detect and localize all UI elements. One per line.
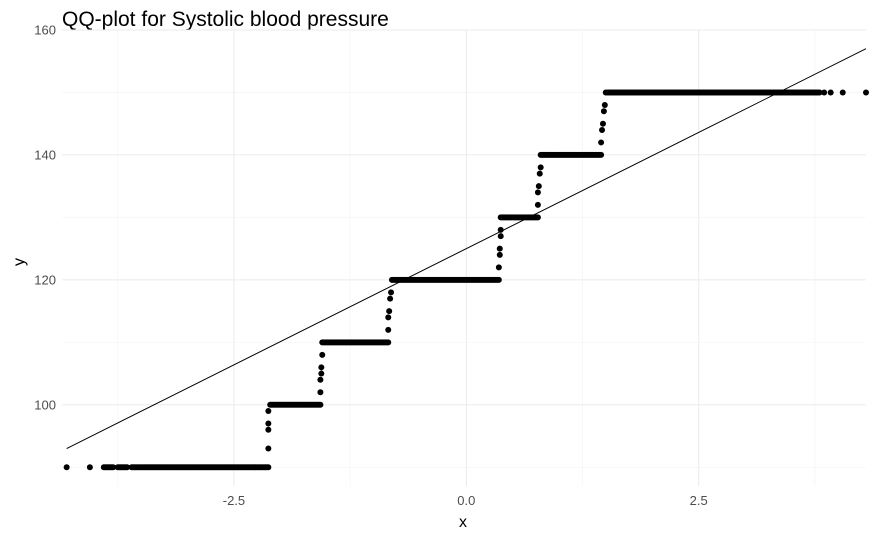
data-point <box>534 189 541 196</box>
y-tick-label: 100 <box>34 397 56 412</box>
data-point <box>497 226 504 233</box>
x-tick-label: -2.5 <box>223 493 245 508</box>
data-point <box>827 89 834 96</box>
data-point <box>496 251 503 258</box>
data-point <box>535 183 542 190</box>
data-point <box>598 151 605 158</box>
data-point <box>317 389 324 396</box>
y-tick-label: 160 <box>34 23 56 38</box>
data-point <box>495 276 502 283</box>
data-point <box>534 214 541 221</box>
data-point <box>318 370 325 377</box>
data-point <box>265 408 272 415</box>
data-point <box>839 89 846 96</box>
data-point <box>265 445 272 452</box>
data-point <box>816 89 823 96</box>
data-point <box>385 314 392 321</box>
y-axis-title: y <box>11 258 28 266</box>
y-tick-label: 120 <box>34 272 56 287</box>
data-point <box>317 401 324 408</box>
data-point <box>537 164 544 171</box>
data-point <box>385 326 392 333</box>
y-axis-ticks: 100 120 140 160 <box>34 23 56 413</box>
data-point <box>86 464 93 471</box>
data-point <box>601 101 608 108</box>
data-points <box>63 89 869 471</box>
data-point <box>495 264 502 271</box>
data-point <box>598 139 605 146</box>
data-point <box>265 420 272 427</box>
x-axis-ticks: -2.5 0.0 2.5 <box>223 493 708 508</box>
chart-title: QQ-plot for Systolic blood pressure <box>62 8 389 31</box>
data-point <box>599 126 606 133</box>
data-point <box>497 233 504 240</box>
x-axis-title: x <box>459 514 467 531</box>
x-tick-label: 2.5 <box>690 493 708 508</box>
data-point <box>388 289 395 296</box>
data-point <box>387 295 394 302</box>
data-point <box>124 464 131 471</box>
data-point <box>863 89 869 96</box>
data-point <box>63 464 70 471</box>
y-tick-label: 140 <box>34 147 56 162</box>
data-point <box>110 464 117 471</box>
data-point <box>385 339 392 346</box>
data-point <box>600 108 607 115</box>
reference-line <box>66 48 867 449</box>
data-point <box>318 364 325 371</box>
data-point <box>319 351 326 358</box>
data-point <box>536 170 543 177</box>
data-point <box>265 426 272 433</box>
data-point <box>317 376 324 383</box>
grid <box>62 29 866 486</box>
data-point <box>265 464 272 471</box>
data-point <box>386 308 393 315</box>
x-tick-label: 0.0 <box>457 493 475 508</box>
data-point <box>534 201 541 208</box>
data-point <box>821 89 828 96</box>
data-point <box>496 245 503 252</box>
data-point <box>599 120 606 127</box>
